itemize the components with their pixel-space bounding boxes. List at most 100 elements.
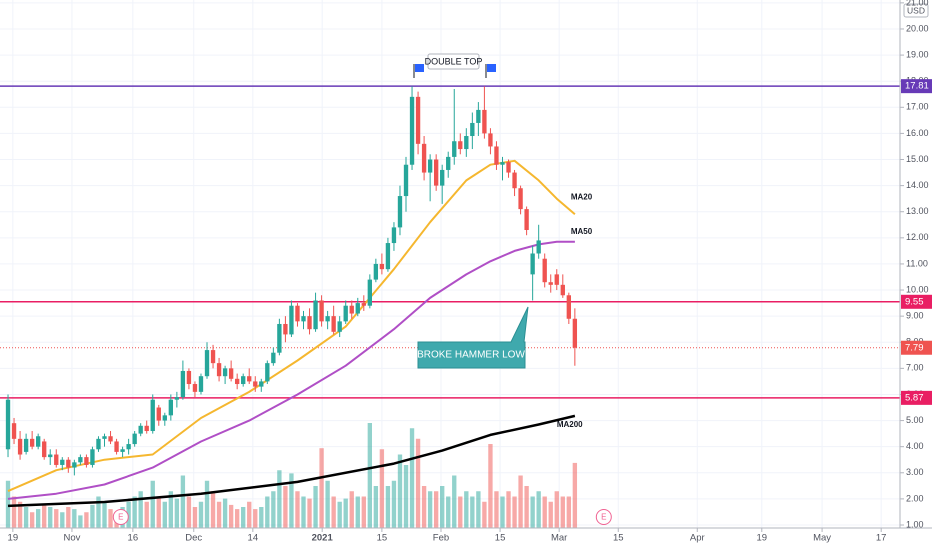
volume-bar [72, 509, 77, 528]
ma-label: MA20 [571, 192, 593, 201]
candle-body [470, 122, 475, 137]
volume-bar [259, 507, 264, 528]
candle-body [186, 370, 192, 385]
earnings-label: E [601, 513, 606, 522]
volume-bar [66, 507, 71, 528]
candle-body [289, 305, 294, 335]
volume-bar [138, 491, 143, 528]
candle-body [542, 258, 547, 283]
candle-body [476, 109, 481, 123]
axes: 1.002.003.004.005.006.007.008.009.0010.0… [8, 0, 932, 544]
volume-bar [343, 498, 348, 528]
volume-bar [313, 486, 318, 528]
volume-bar [102, 501, 107, 528]
volume-bar [132, 496, 137, 528]
candle-body [415, 96, 421, 144]
volume-bar [385, 486, 391, 528]
candle-body [427, 159, 433, 173]
candle-body [192, 384, 198, 392]
candle-body [120, 449, 125, 452]
candle-body [397, 196, 403, 228]
volume-bar [367, 423, 372, 528]
candle-body [301, 316, 306, 322]
ma-label: MA200 [557, 420, 583, 429]
y-tick-label: 7.00 [906, 363, 924, 373]
candle-body [72, 462, 77, 468]
x-tick-label: Apr [690, 533, 705, 544]
volume-bar [241, 507, 246, 528]
volume-bar [337, 501, 342, 528]
y-tick-label: 9.00 [906, 311, 924, 321]
volume-bar [488, 444, 493, 528]
volume-bar [524, 486, 529, 528]
volume-bar [482, 501, 487, 528]
volume-bar [512, 496, 517, 528]
candle-body [494, 146, 499, 165]
candle-body [367, 279, 372, 306]
candle-body [11, 423, 17, 439]
candle-body [530, 253, 535, 275]
candle-body [132, 433, 137, 445]
candle-body [452, 141, 457, 157]
y-tick-label: 3.00 [906, 467, 924, 477]
moving-average [7, 240, 575, 500]
volume-bar [271, 491, 276, 528]
candle-body [421, 143, 427, 173]
candle-body [325, 316, 330, 322]
candle-body [446, 156, 451, 170]
candle-body [343, 305, 348, 322]
candle-body [66, 459, 71, 468]
volume-bar [452, 475, 457, 528]
note-double-top: DOUBLE TOP [425, 56, 483, 66]
volume-bar [156, 496, 161, 528]
volume-bar [17, 501, 23, 528]
candle-body [518, 188, 523, 210]
volume-bar [11, 496, 17, 528]
candle-body [228, 368, 234, 379]
candle-body [108, 436, 113, 442]
candle-body [337, 321, 342, 332]
candle-body [168, 399, 174, 416]
overlay-layer: MA20 MA50 MA200 [7, 159, 593, 508]
candle-body [42, 441, 47, 458]
candle-body [156, 407, 161, 421]
time-axis-bg [0, 528, 932, 550]
volume-bar [78, 515, 83, 528]
volume-bar [5, 480, 11, 528]
last-price-tag [901, 340, 932, 355]
x-tick-label: 14 [248, 533, 259, 544]
x-tick-label: 15 [377, 533, 388, 544]
volume-bar [277, 470, 282, 528]
volume-bar [295, 491, 300, 528]
candle-body [307, 316, 312, 330]
level-tag [901, 294, 932, 309]
moving-average [7, 414, 576, 508]
candle-body [554, 274, 559, 285]
currency-label: USD [907, 5, 925, 15]
candle-body [295, 305, 300, 322]
candle-body [277, 323, 282, 353]
volume-bar [283, 486, 288, 528]
volume-bar [470, 496, 475, 528]
volume-bar [572, 462, 578, 528]
x-tick-label: Feb [433, 533, 449, 544]
candle-body [464, 136, 469, 150]
y-tick-label: 11.00 [906, 258, 928, 268]
volume-bar [234, 509, 240, 528]
candle-layer [5, 86, 578, 476]
candle-body [440, 169, 445, 186]
volume-bar [494, 491, 499, 528]
volume-bar [542, 496, 547, 528]
candle-body [391, 227, 397, 244]
candle-body [102, 436, 107, 439]
volume-bar [42, 504, 47, 528]
volume-bar [60, 512, 65, 528]
candle-body [361, 303, 366, 306]
earnings-marker [595, 509, 612, 525]
y-tick-label: 4.00 [906, 441, 924, 451]
volume-bar [84, 512, 89, 528]
currency-box [903, 3, 929, 18]
candle-body [144, 425, 149, 432]
volume-bar [440, 486, 445, 528]
